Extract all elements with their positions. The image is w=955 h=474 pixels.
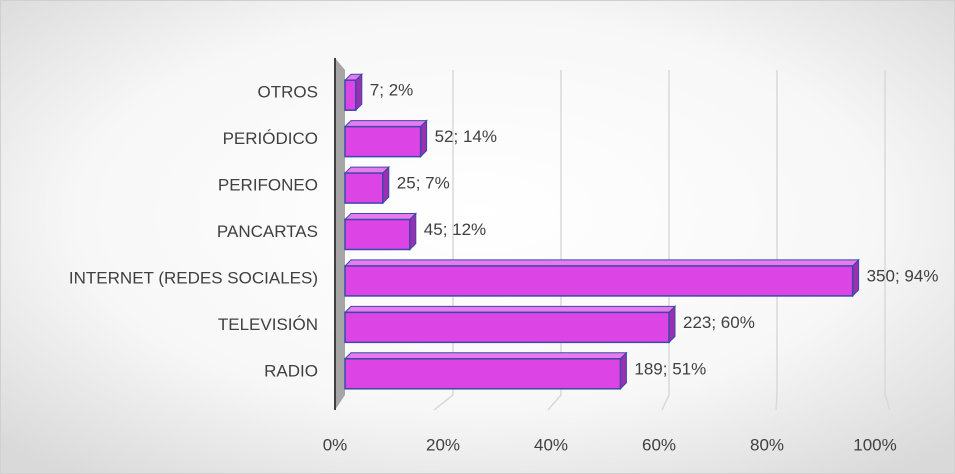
side-wall xyxy=(335,58,345,410)
grid-line xyxy=(775,70,778,411)
x-tick-label: 60% xyxy=(642,435,676,454)
value-label: 350; 94% xyxy=(867,266,939,285)
bar-side xyxy=(382,165,390,205)
y-tick-label: RADIO xyxy=(264,361,318,380)
bar-top xyxy=(343,352,628,360)
value-label: 52; 14% xyxy=(435,127,497,146)
bar-side xyxy=(619,351,627,390)
value-label: 25; 7% xyxy=(397,174,450,193)
grid-line xyxy=(547,70,562,411)
y-tick-label: PANCARTAS xyxy=(217,222,318,241)
bar-side xyxy=(420,119,428,158)
grid-line xyxy=(661,70,670,411)
y-tick-label: OTROS xyxy=(258,83,318,102)
y-tick-label: PERIÓDICO xyxy=(223,129,318,148)
value-label: 223; 60% xyxy=(683,313,755,332)
bar xyxy=(344,218,411,251)
bar-side xyxy=(852,258,860,298)
y-tick-label: INTERNET (REDES SOCIALES) xyxy=(69,268,318,287)
y-tick-label: PERIFONEO xyxy=(218,176,318,195)
y-tick-label: TELEVISIÓN xyxy=(218,315,318,334)
bar xyxy=(344,172,384,204)
x-tick-label: 20% xyxy=(426,435,460,454)
bar-side xyxy=(409,212,417,251)
bar-top xyxy=(343,259,860,267)
bar xyxy=(344,265,854,297)
x-tick-label: 40% xyxy=(534,435,568,454)
bar-side xyxy=(668,305,676,344)
bar xyxy=(344,125,422,158)
grid-line xyxy=(884,70,891,411)
bar xyxy=(344,358,622,390)
x-tick-label: 0% xyxy=(323,435,348,454)
bar-side xyxy=(355,73,363,112)
value-label: 189; 51% xyxy=(634,359,706,378)
bar-top xyxy=(343,166,391,174)
bar xyxy=(344,311,670,344)
x-tick-label: 80% xyxy=(750,435,784,454)
bar-top xyxy=(343,213,418,220)
bar xyxy=(344,79,357,111)
bar-top xyxy=(343,305,677,313)
x-tick-label: 100% xyxy=(853,435,896,454)
grid-line xyxy=(433,70,454,411)
value-label: 45; 12% xyxy=(424,220,486,239)
bar-top xyxy=(343,120,428,128)
value-label: 7; 2% xyxy=(370,81,413,100)
